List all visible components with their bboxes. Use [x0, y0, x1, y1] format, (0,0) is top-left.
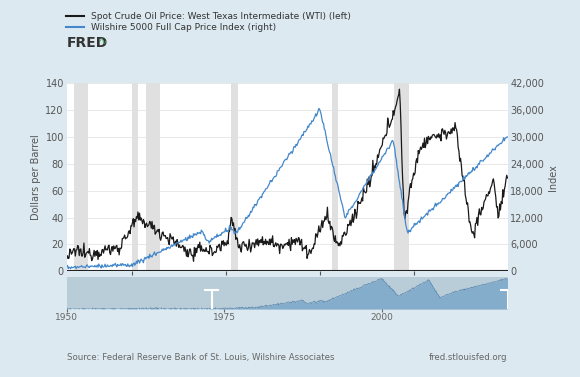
- Y-axis label: Index: Index: [548, 164, 559, 190]
- Text: Source: Federal Reserve Bank of St. Louis, Wilshire Associates: Source: Federal Reserve Bank of St. Loui…: [67, 353, 334, 362]
- Bar: [74, 83, 88, 271]
- Bar: [231, 83, 238, 271]
- Text: fred.stlouisfed.org: fred.stlouisfed.org: [429, 353, 508, 362]
- Y-axis label: Dollars per Barrel: Dollars per Barrel: [31, 134, 41, 220]
- Bar: [394, 83, 409, 271]
- Text: ∿: ∿: [99, 36, 107, 46]
- Text: FRED: FRED: [67, 36, 108, 50]
- Legend: Spot Crude Oil Price: West Texas Intermediate (WTI) (left), Wilshire 5000 Full C: Spot Crude Oil Price: West Texas Interme…: [63, 8, 355, 36]
- Bar: [132, 83, 138, 271]
- Bar: [146, 83, 160, 271]
- Bar: [332, 83, 338, 271]
